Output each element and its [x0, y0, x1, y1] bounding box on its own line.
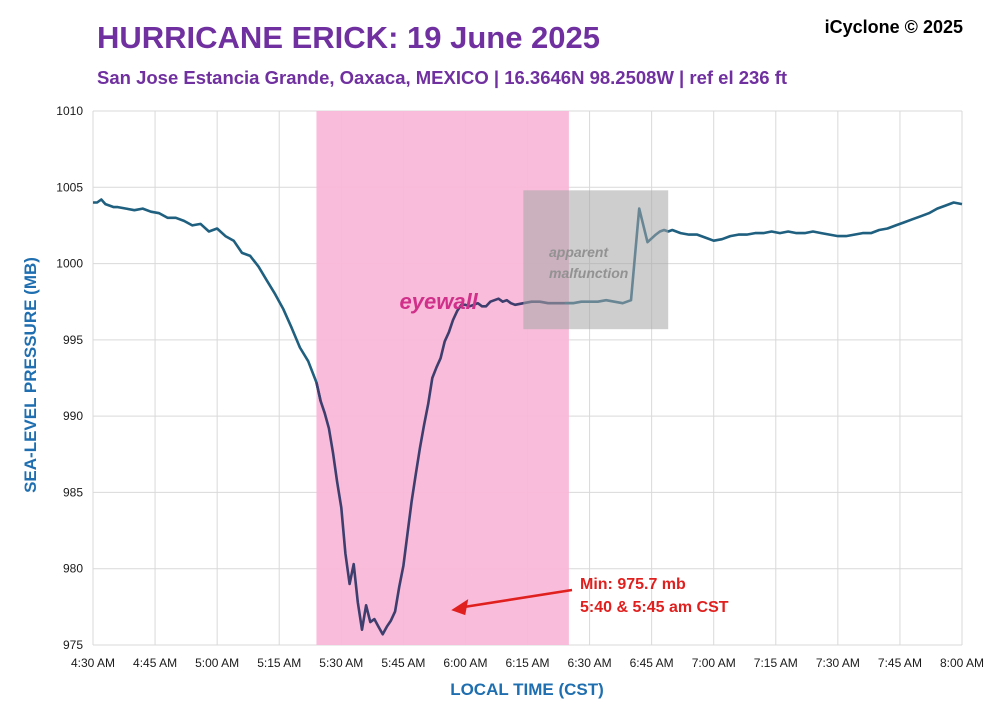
x-tick-label: 5:15 AM [257, 656, 301, 670]
chart-title: HURRICANE ERICK: 19 June 2025 [97, 20, 601, 55]
x-axis-title: LOCAL TIME (CST) [450, 680, 604, 699]
y-tick-label: 990 [63, 409, 83, 423]
y-tick-label: 995 [63, 333, 83, 347]
y-tick-label: 1000 [56, 257, 83, 271]
min-label-line1: Min: 975.7 mb [580, 576, 686, 593]
y-tick-label: 980 [63, 562, 83, 576]
x-tick-label: 5:45 AM [381, 656, 425, 670]
series-line-pre-eyewall [93, 198, 322, 402]
x-tick-label: 7:30 AM [816, 656, 860, 670]
x-tick-label: 6:45 AM [630, 656, 674, 670]
x-tick-label: 4:45 AM [133, 656, 177, 670]
min-label-line2: 5:40 & 5:45 am CST [580, 599, 729, 616]
eyewall-label: eyewall [400, 289, 479, 314]
series-line-eyewall [315, 297, 573, 636]
x-tick-label: 6:15 AM [505, 656, 549, 670]
x-tick-label: 7:45 AM [878, 656, 922, 670]
x-tick-label: 7:15 AM [754, 656, 798, 670]
x-tick-label: 6:00 AM [443, 656, 487, 670]
min-arrow-head [451, 599, 469, 616]
y-axis-title: SEA-LEVEL PRESSURE (MB) [21, 257, 40, 493]
x-tick-label: 6:30 AM [568, 656, 612, 670]
chart-subtitle: San Jose Estancia Grande, Oaxaca, MEXICO… [97, 67, 788, 88]
y-tick-label: 1010 [56, 104, 83, 118]
y-tick-label: 975 [63, 638, 83, 652]
malfunction-box [523, 190, 669, 330]
x-tick-label: 8:00 AM [940, 656, 984, 670]
min-arrow-line [463, 588, 573, 609]
y-tick-label: 985 [63, 485, 83, 499]
copyright-credit: iCyclone © 2025 [824, 17, 963, 37]
tick-labels: 975 980 985 990 995 1000 1005 1010 4:30 AM 4:45 A… [56, 104, 984, 670]
x-tick-label: 5:30 AM [319, 656, 363, 670]
y-tick-label: 1005 [56, 180, 83, 194]
x-tick-label: 5:00 AM [195, 656, 239, 670]
x-tick-label: 4:30 AM [71, 656, 115, 670]
x-tick-label: 7:00 AM [692, 656, 736, 670]
